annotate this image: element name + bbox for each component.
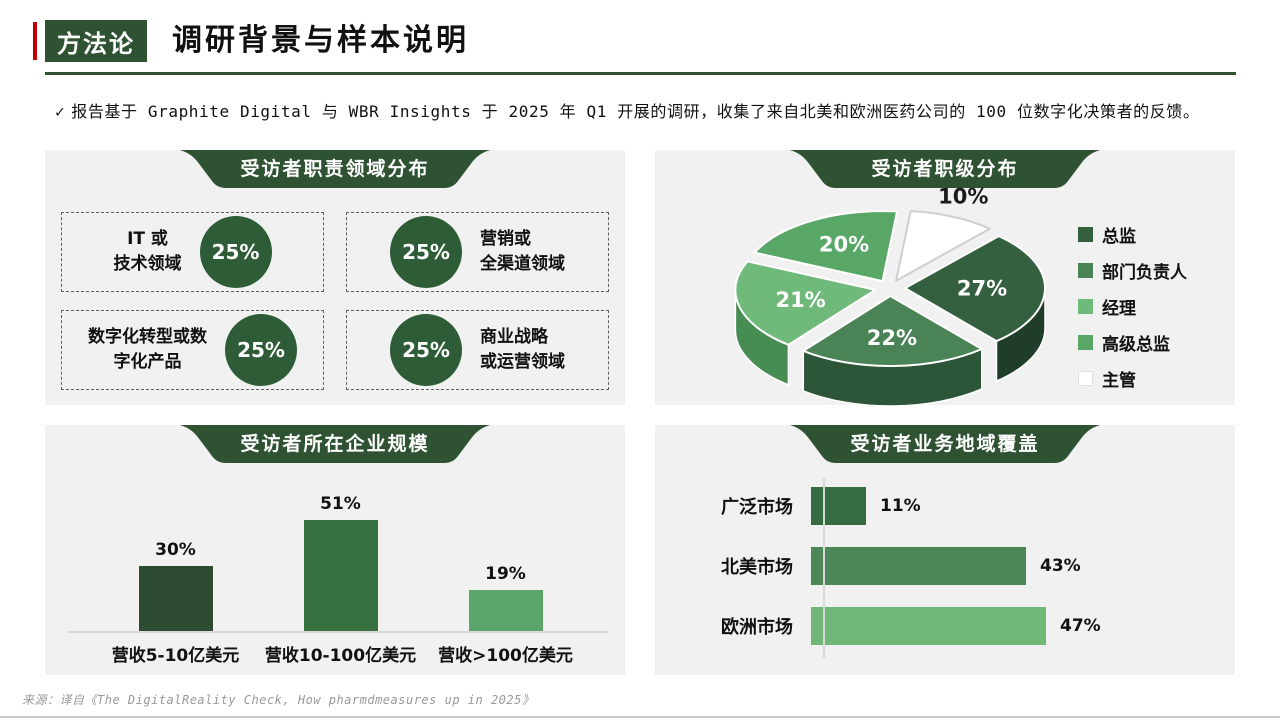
- hbar-value: 47%: [1060, 616, 1101, 636]
- legend-item: 部门负责人: [1078, 258, 1187, 283]
- bottom-divider: [0, 716, 1280, 718]
- legend-swatch: [1078, 371, 1093, 386]
- role-label: 数字化转型或数 字化产品: [88, 327, 207, 372]
- panel-title: 受访者职责领域分布: [240, 158, 430, 180]
- checkmark-icon: ✓: [55, 102, 66, 121]
- legend-label: 主管: [1102, 371, 1136, 391]
- hbar-row: 广泛市场 11%: [673, 487, 1219, 525]
- percentage-circle: 25%: [199, 216, 272, 288]
- hbar-chart: 广泛市场 11% 北美市场 43% 欧洲市场 47%: [673, 478, 1219, 658]
- bar-category-label: 营收5-10亿美元: [111, 646, 240, 666]
- hbar: [811, 607, 1046, 645]
- pie-slice-value: 21%: [775, 288, 825, 312]
- legend-swatch: [1078, 335, 1093, 350]
- bar-column: 19%: [423, 564, 588, 631]
- role-label: 营销或 全渠道领域: [480, 229, 565, 274]
- pie-slice-value: 20%: [819, 233, 869, 257]
- panel-geography-coverage: 受访者业务地域覆盖 广泛市场 11% 北美市场 43% 欧洲市场 47%: [655, 425, 1235, 675]
- pie-slice: [753, 210, 899, 283]
- legend-item: 总监: [1078, 222, 1187, 247]
- hbar-axis-line: [823, 478, 825, 658]
- hbar-row: 北美市场 43%: [673, 547, 1219, 585]
- hbar-category-label: 北美市场: [721, 557, 793, 578]
- hbar-value: 11%: [880, 496, 921, 516]
- legend-swatch: [1078, 263, 1093, 278]
- title-underline: [45, 72, 1236, 75]
- panel-banner: 受访者业务地域覆盖: [790, 425, 1100, 463]
- page-title: 调研背景与样本说明: [172, 23, 469, 58]
- percentage-circle: 25%: [390, 314, 462, 386]
- hbar: [811, 487, 866, 525]
- legend-label: 部门负责人: [1102, 263, 1187, 283]
- panel-company-size: 受访者所在企业规模 30% 51% 19% 营收5-10亿美元 营收10-100亿美元…: [45, 425, 625, 675]
- role-card-digital: 数字化转型或数 字化产品 25%: [61, 310, 324, 390]
- bar: [138, 566, 213, 631]
- percentage-circle: 25%: [390, 216, 462, 288]
- intro-text: 报告基于 Graphite Digital 与 WBR Insights 于 2…: [71, 102, 1200, 121]
- bar-value: 19%: [485, 564, 526, 584]
- pie-slice-value: 10%: [938, 184, 988, 208]
- hbar-category-label: 广泛市场: [721, 497, 793, 518]
- bar-value: 30%: [155, 540, 196, 560]
- banner-ribbon-shape: [790, 425, 1100, 463]
- bar-chart-labels: 营收5-10亿美元 营收10-100亿美元 营收>100亿美元: [93, 641, 588, 666]
- legend-label: 经理: [1102, 299, 1136, 319]
- panel-role-distribution: 受访者职责领域分布 IT 或 技术领域 25% 营销或 全渠道领域 25% 数字…: [45, 150, 625, 405]
- role-value: 25%: [237, 338, 285, 362]
- role-label: 商业战略 或运营领域: [480, 327, 565, 372]
- legend-item: 高级总监: [1078, 330, 1187, 355]
- panel-seniority-distribution: 受访者职级分布 10% 27% 22% 21% 20% 总监部门负责人经理高级总监主管: [655, 150, 1235, 407]
- role-card-it: IT 或 技术领域 25%: [61, 212, 324, 292]
- bar-category-label: 营收>100亿美元: [438, 646, 573, 666]
- role-value: 25%: [402, 338, 450, 362]
- panel-banner: 受访者所在企业规模: [180, 425, 490, 463]
- hbar: [811, 547, 1026, 585]
- role-card-marketing: 营销或 全渠道领域 25%: [346, 212, 609, 292]
- pie-slice-value: 22%: [867, 326, 917, 350]
- red-accent-bar: [33, 22, 37, 60]
- bar-value: 51%: [320, 494, 361, 514]
- panel-title: 受访者业务地域覆盖: [850, 433, 1040, 455]
- pie-slice: [895, 210, 991, 282]
- bar: [303, 520, 378, 631]
- role-value: 25%: [211, 240, 260, 264]
- hbar-row: 欧洲市场 47%: [673, 607, 1219, 645]
- pie-chart: 10% 27% 22% 21% 20%: [734, 184, 1046, 407]
- bar-column: 30%: [93, 540, 258, 631]
- legend-item: 经理: [1078, 294, 1187, 319]
- legend-label: 总监: [1102, 227, 1136, 247]
- section-badge: 方法论: [45, 20, 147, 62]
- roles-grid: IT 或 技术领域 25% 营销或 全渠道领域 25% 数字化转型或数 字化产品…: [45, 212, 625, 390]
- hbar-value: 43%: [1040, 556, 1081, 576]
- panel-title: 受访者职级分布: [871, 158, 1019, 180]
- pie-legend: 总监部门负责人经理高级总监主管: [1078, 222, 1187, 391]
- pie-slice: [802, 295, 983, 368]
- legend-swatch: [1078, 299, 1093, 314]
- role-value: 25%: [402, 240, 450, 264]
- intro-line: ✓ 报告基于 Graphite Digital 与 WBR Insights 于 …: [55, 98, 1240, 122]
- hbar-category-label: 欧洲市场: [721, 617, 793, 638]
- source-note: 来源：译自《The DigitalReality Check, How phar…: [22, 693, 535, 707]
- percentage-circle: 25%: [225, 314, 297, 386]
- role-card-strategy: 商业战略 或运营领域 25%: [346, 310, 609, 390]
- legend-item: 主管: [1078, 366, 1187, 391]
- bar-category-label: 营收10-100亿美元: [264, 646, 417, 666]
- banner-ribbon-shape: [790, 150, 1100, 188]
- bar-column: 51%: [258, 494, 423, 631]
- pie-slice: [904, 235, 1046, 343]
- role-label: IT 或 技术领域: [113, 229, 182, 274]
- panel-banner: 受访者职责领域分布: [180, 150, 490, 188]
- legend-label: 高级总监: [1102, 335, 1170, 355]
- panel-title: 受访者所在企业规模: [240, 433, 430, 455]
- bar-chart: 30% 51% 19%: [67, 483, 609, 633]
- panel-banner: 受访者职级分布: [790, 150, 1100, 188]
- pie-slice-value: 27%: [957, 277, 1007, 301]
- banner-ribbon-shape: [180, 425, 490, 463]
- bar: [468, 590, 543, 631]
- legend-swatch: [1078, 227, 1093, 242]
- banner-ribbon-shape: [180, 150, 490, 188]
- pie-slice: [734, 260, 877, 346]
